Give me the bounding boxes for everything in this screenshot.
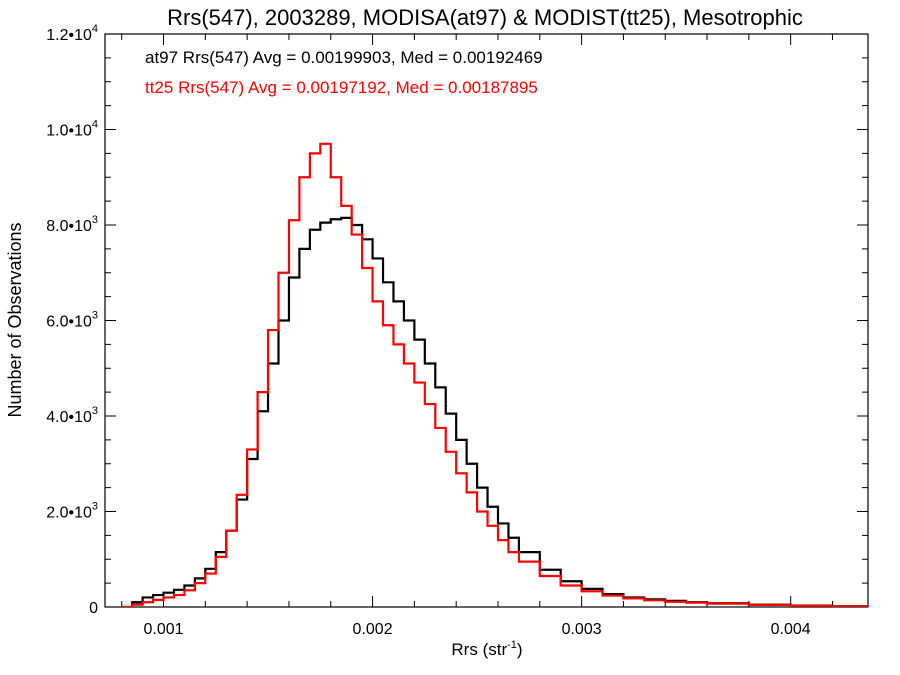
series-line-at97 [121,216,868,607]
y-tick-label: 6.0•103 [46,310,98,331]
y-tick-label: 4.0•103 [46,405,98,426]
y-tick-label: 2.0•103 [46,501,98,522]
x-axis-label: Rrs (str-1) [451,639,522,659]
annotation-at97: at97 Rrs(547) Avg = 0.00199903, Med = 0.… [145,48,543,67]
chart-title: Rrs(547), 2003289, MODISA(at97) & MODIST… [167,5,803,30]
x-tick-label: 0.004 [771,621,811,638]
series-line-tt25 [121,142,868,607]
y-tick-label: 8.0•103 [46,214,98,235]
x-tick-label: 0.002 [353,621,393,638]
x-tick-label: 0.001 [144,621,184,638]
y-tick-label: 1.2•104 [46,23,98,44]
y-tick-label: 0 [89,600,98,617]
x-tick-label: 0.003 [562,621,602,638]
annotation-tt25: tt25 Rrs(547) Avg = 0.00197192, Med = 0.… [145,78,538,97]
y-axis-label: Number of Observations [5,222,25,417]
y-tick-label: 1.0•104 [46,119,98,140]
